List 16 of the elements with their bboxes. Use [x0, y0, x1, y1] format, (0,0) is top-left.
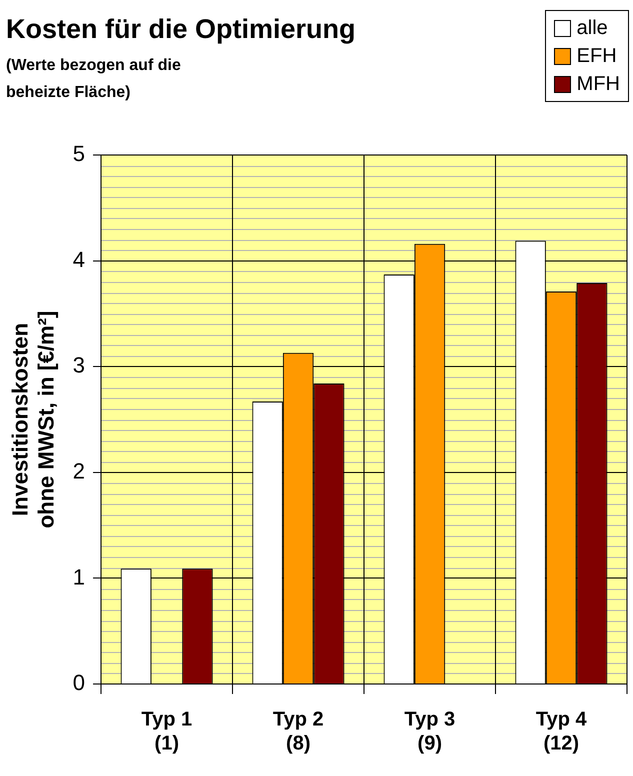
- legend-label: EFH: [576, 44, 617, 69]
- x-tick-label: Typ 1 (1): [141, 708, 192, 755]
- x-tick-label: Typ 2 (8): [272, 708, 324, 755]
- legend-label: alle: [576, 16, 608, 41]
- legend-label: MFH: [576, 72, 620, 97]
- y-tick-label: 5: [72, 141, 86, 166]
- y-tick-label: 3: [72, 352, 86, 378]
- y-axis-title: Investitionskosten ohne MWSt, in [€/m²]: [7, 310, 59, 528]
- chart-title: Kosten für die Optimierung: [6, 14, 356, 45]
- x-tick-label: Typ 4 (12): [536, 708, 588, 755]
- y-tick-label: 1: [72, 564, 86, 590]
- y-tick-label: 4: [72, 246, 86, 272]
- y-tick-label: 2: [72, 458, 86, 484]
- y-tick-label: 0: [72, 670, 86, 696]
- chart-subtitle: (Werte bezogen auf die beheizte Fläche): [6, 56, 181, 103]
- x-tick-label: Typ 3 (9): [404, 708, 456, 755]
